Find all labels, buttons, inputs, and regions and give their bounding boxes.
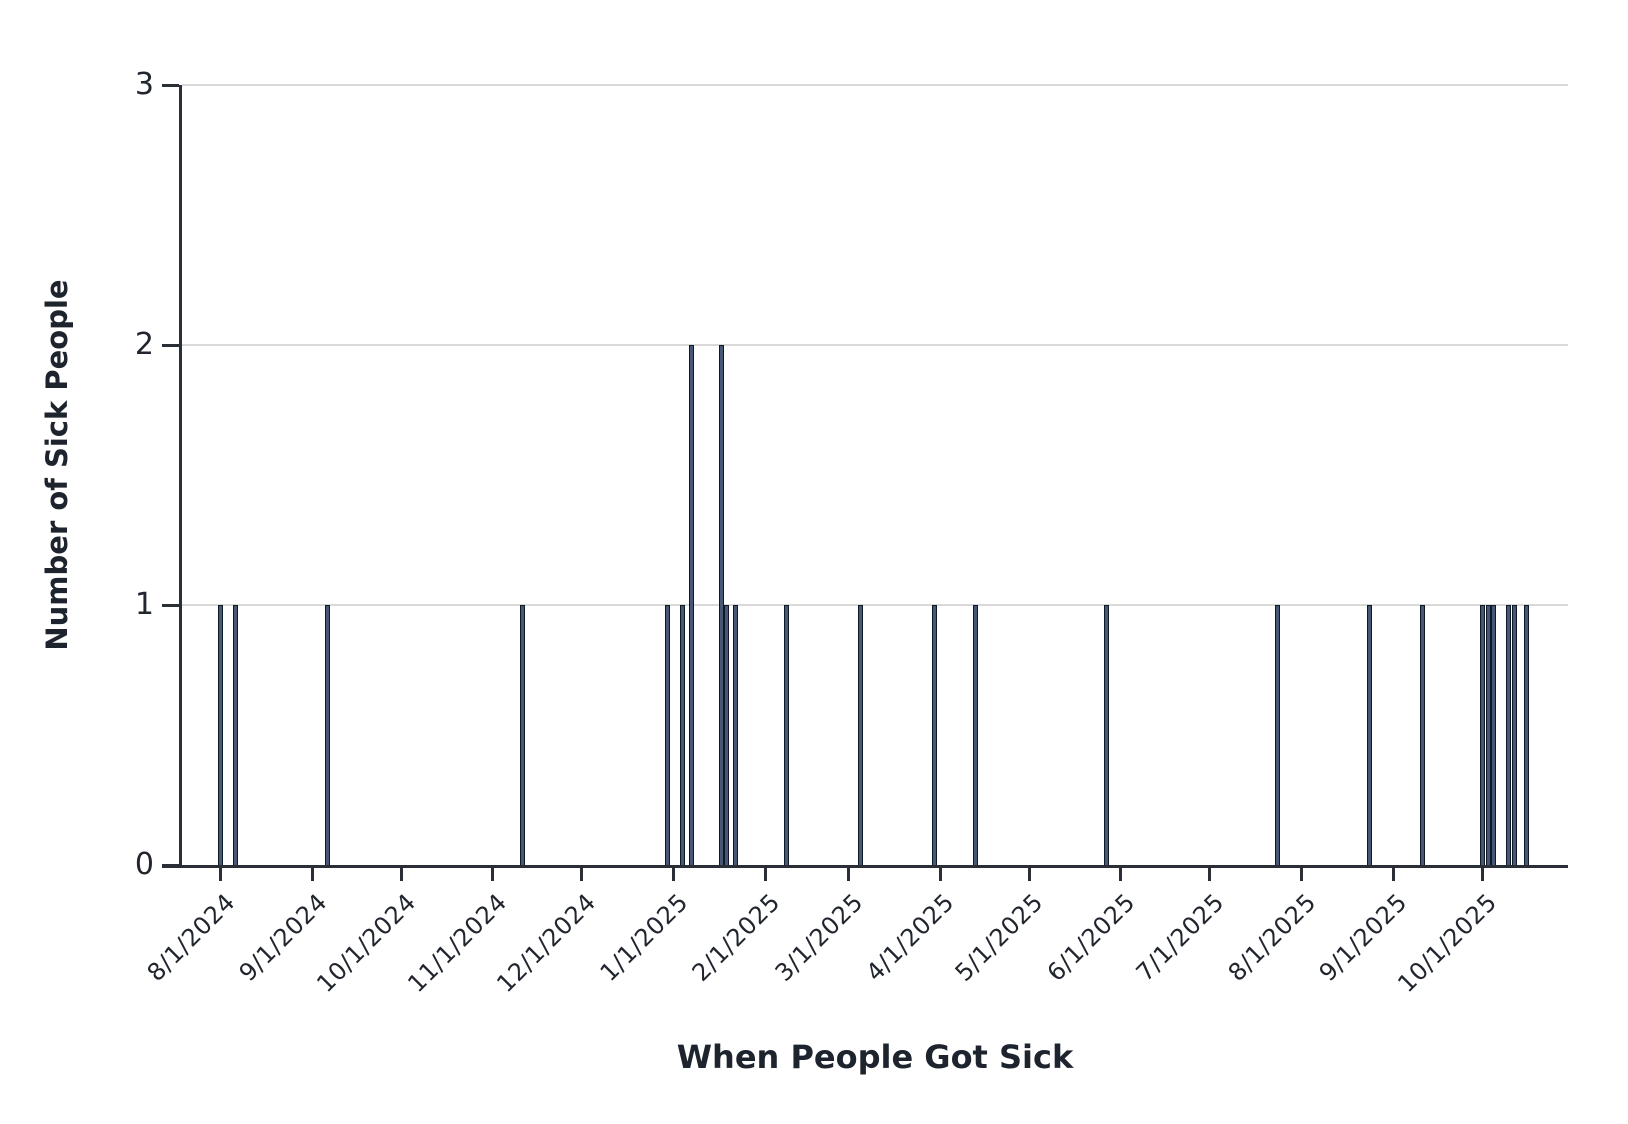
y-tick-3 xyxy=(162,83,179,87)
x-tick xyxy=(580,865,584,881)
case-bar xyxy=(218,605,223,865)
x-tick xyxy=(310,865,314,881)
case-bar xyxy=(1420,605,1426,865)
x-tick-label: 8/1/2025 xyxy=(1222,888,1322,987)
y-axis-line xyxy=(179,85,182,865)
case-bar xyxy=(1479,605,1485,865)
case-bar xyxy=(973,605,979,865)
x-tick-label: 3/1/2025 xyxy=(769,888,869,987)
y-tick-2 xyxy=(162,343,179,347)
y-axis-title: Number of Sick People xyxy=(40,279,74,651)
case-bar xyxy=(1512,605,1518,865)
y-tick-label-1: 1 xyxy=(134,587,154,622)
x-axis-line xyxy=(162,865,1568,868)
case-bar xyxy=(324,605,330,865)
case-bar xyxy=(1103,605,1109,865)
x-tick xyxy=(1208,865,1212,881)
gridline-y2 xyxy=(182,344,1568,346)
case-bar xyxy=(718,345,724,865)
x-tick-label: 1/1/2025 xyxy=(594,888,694,987)
x-tick xyxy=(846,865,850,881)
x-tick xyxy=(1119,865,1123,881)
x-tick-label: 7/1/2025 xyxy=(1130,888,1230,987)
case-bar xyxy=(688,345,694,865)
x-tick xyxy=(672,865,676,881)
y-tick-label-0: 0 xyxy=(134,847,154,882)
case-bar xyxy=(1506,605,1512,865)
case-bar xyxy=(665,605,671,865)
x-tick-label: 6/1/2025 xyxy=(1041,888,1141,987)
gridline-y1 xyxy=(182,604,1568,606)
x-tick-label: 5/1/2025 xyxy=(949,888,1049,987)
y-tick-label-3: 3 xyxy=(134,67,154,102)
y-tick-1 xyxy=(162,603,179,607)
case-bar xyxy=(1524,605,1530,865)
x-tick xyxy=(938,865,942,881)
x-tick xyxy=(763,865,767,881)
x-tick-label: 8/1/2024 xyxy=(141,888,241,987)
case-bar xyxy=(1275,605,1281,865)
x-tick xyxy=(399,865,403,881)
plot-area: 0 1 2 3 8/1/2024 9/1/2024 10/1/2024 11/1/2024 12… xyxy=(135,70,1568,998)
case-bar xyxy=(724,605,730,865)
x-tick xyxy=(219,865,222,881)
x-tick xyxy=(1391,865,1395,881)
case-bar xyxy=(520,605,526,865)
x-tick-label: 4/1/2025 xyxy=(861,888,960,987)
case-bar xyxy=(232,605,238,865)
y-tick-label-2: 2 xyxy=(134,327,154,362)
case-bar xyxy=(857,605,863,865)
x-tick xyxy=(1480,865,1484,881)
case-bar xyxy=(1485,605,1491,865)
case-bar xyxy=(931,605,937,865)
gridline-y3 xyxy=(182,84,1568,86)
case-bar xyxy=(733,605,739,865)
case-bar xyxy=(1491,605,1497,865)
x-tick xyxy=(1299,865,1303,881)
x-axis-title: When People Got Sick xyxy=(676,1038,1074,1076)
y-tick-0 xyxy=(162,863,179,867)
case-bar xyxy=(680,605,685,865)
x-tick-label: 2/1/2025 xyxy=(686,888,786,987)
case-bar xyxy=(1367,605,1373,865)
x-tick xyxy=(1027,865,1031,881)
x-tick xyxy=(491,865,495,881)
case-bar xyxy=(783,605,789,865)
